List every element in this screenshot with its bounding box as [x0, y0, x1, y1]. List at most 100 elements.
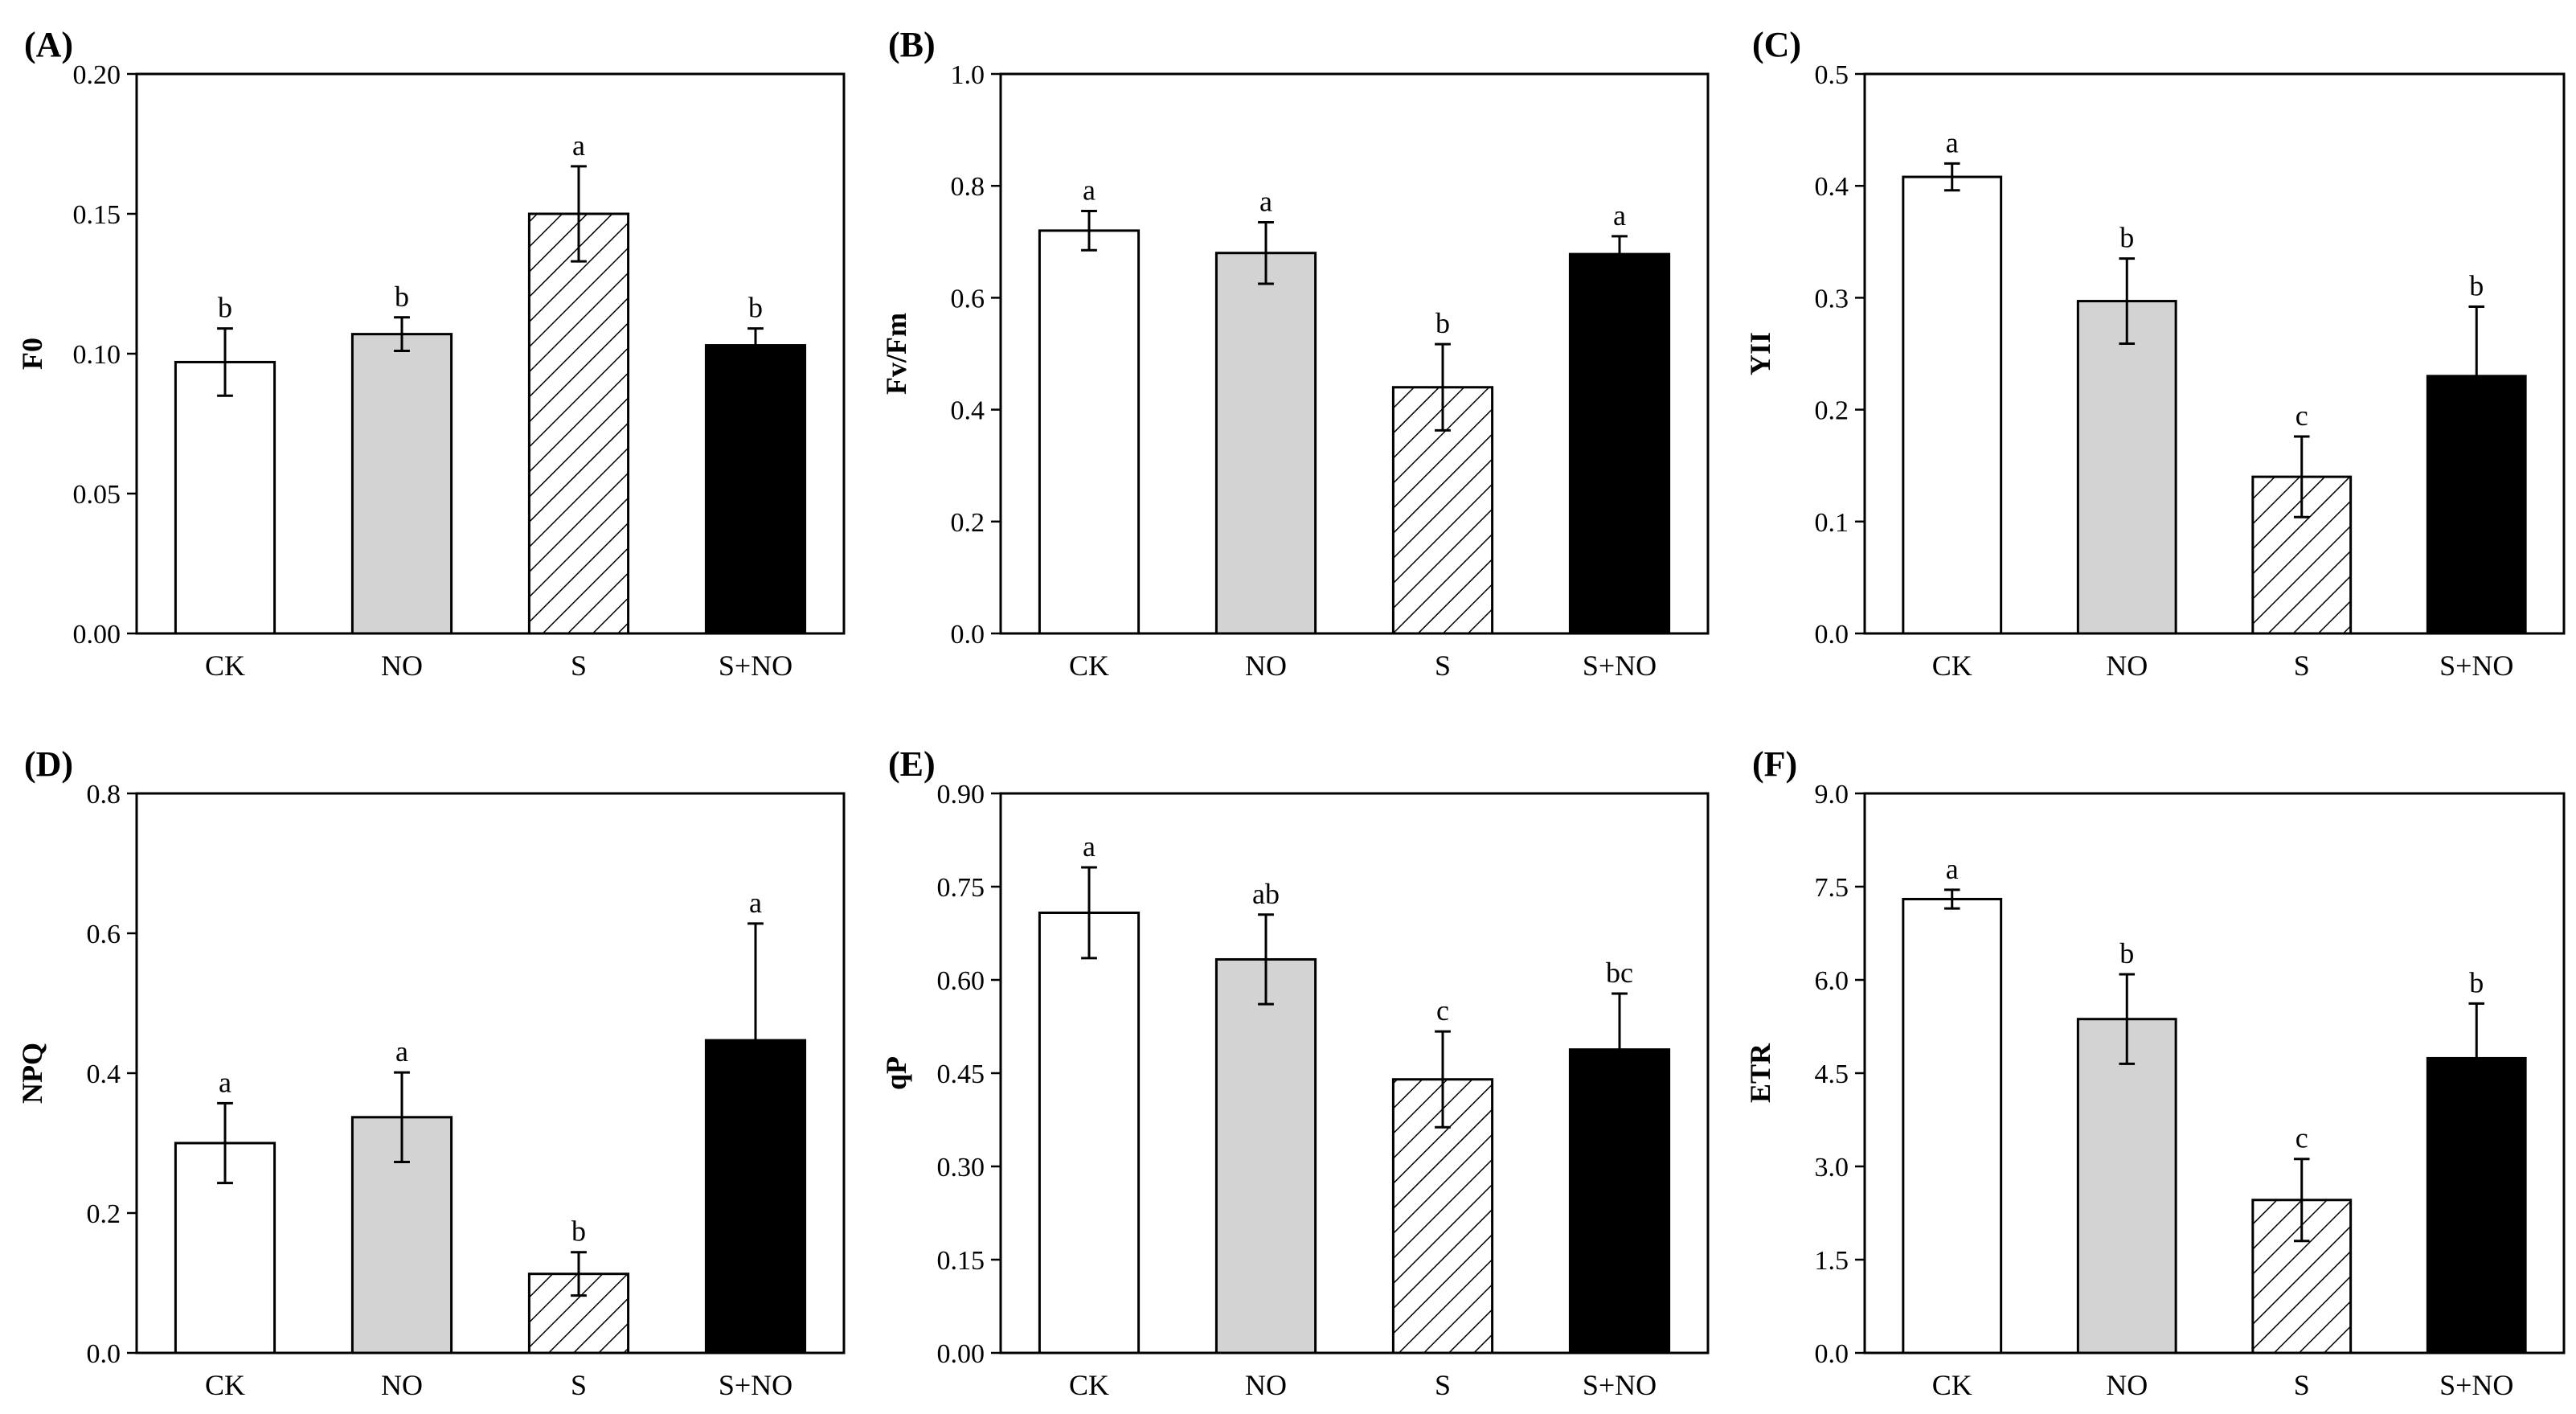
category-label-ck: CK — [1069, 650, 1109, 682]
error-bar-s-no — [1612, 992, 1628, 1107]
category-label-s-no: S+NO — [719, 650, 792, 682]
significance-label-s: a — [572, 129, 585, 162]
significance-label-ck: a — [1083, 830, 1096, 863]
error-bar-no — [394, 316, 410, 353]
error-bar-ck — [1081, 866, 1097, 960]
y-tick-label: 0.75 — [937, 873, 985, 903]
panel-label: (B) — [888, 25, 936, 64]
y-tick-label: 0.00 — [937, 1339, 985, 1369]
significance-label-s-no: b — [748, 292, 763, 324]
significance-label-s-no: bc — [1606, 957, 1633, 989]
y-tick-label: 0.6 — [951, 284, 985, 314]
bar-no — [350, 333, 453, 635]
y-tick-label: 1.0 — [951, 60, 985, 90]
panel-d: (D) NPQ 0.0 0.2 0.4 0.6 0.8 a CK a NO b Sa S+NO — [16, 744, 846, 1401]
error-bar-ck — [1081, 210, 1097, 252]
panel-label: (A) — [24, 25, 73, 64]
y-tick-label: 0.90 — [937, 780, 985, 809]
significance-label-no: b — [2119, 222, 2134, 254]
category-label-s-no: S+NO — [719, 1369, 792, 1401]
bar-s-no — [1568, 252, 1671, 635]
significance-label-no: b — [2119, 937, 2134, 969]
y-tick-label: 0.2 — [1815, 396, 1849, 426]
significance-label-s: c — [2295, 400, 2308, 432]
panel-e: (E) qP 0.00 0.15 0.30 0.45 0.60 0.75 0.90 a CK ab NO… — [880, 744, 1710, 1401]
significance-label-s-no: b — [2469, 270, 2484, 302]
error-bar-s — [571, 1251, 587, 1297]
category-label-ck: CK — [1932, 650, 1972, 682]
bar-ck — [1902, 897, 2003, 1355]
error-bar-s — [571, 165, 587, 263]
category-label-no: NO — [1245, 650, 1287, 682]
y-tick-label: 0.4 — [1815, 172, 1849, 202]
bar-no — [2076, 300, 2177, 635]
y-tick-label: 0.4 — [951, 396, 985, 426]
y-tick-label: 0.0 — [951, 620, 985, 650]
category-label-s: S — [1435, 1369, 1451, 1401]
category-label-ck: CK — [1932, 1369, 1972, 1401]
category-label-no: NO — [381, 1369, 423, 1401]
significance-label-no: a — [1259, 185, 1272, 217]
bar-ck — [174, 360, 276, 635]
category-label-ck: CK — [205, 1369, 245, 1401]
category-label-ck: CK — [1069, 1369, 1109, 1401]
y-tick-label: 0.2 — [87, 1199, 121, 1229]
y-tick-label: 0.0 — [87, 1339, 121, 1369]
error-bar-s-no — [2468, 1002, 2485, 1114]
category-label-no: NO — [1245, 1369, 1287, 1401]
panel-b: (B) Fv/Fm 0.0 0.2 0.4 0.6 0.8 1.0 a CK a NO b Sa S+NO — [880, 25, 1710, 682]
panel-a: (A) F0 0.00 0.05 0.10 0.15 0.20 b CK b NO a Sb S+NO — [16, 25, 846, 682]
bar-ck — [1902, 175, 2003, 635]
bar-ck — [1038, 229, 1141, 635]
y-tick-label: 7.5 — [1815, 873, 1849, 903]
y-axis-title: F0 — [16, 338, 48, 370]
y-tick-label: 0.60 — [937, 966, 985, 996]
category-label-s: S — [571, 650, 587, 682]
y-tick-label: 9.0 — [1815, 780, 1849, 809]
y-axis-title: YII — [1744, 332, 1776, 375]
y-tick-label: 1.5 — [1815, 1246, 1849, 1276]
panel-label: (F) — [1752, 744, 1797, 784]
y-tick-label: 0.4 — [87, 1059, 121, 1089]
category-label-no: NO — [2106, 650, 2148, 682]
significance-label-ck: a — [1946, 126, 1959, 158]
panel-label: (E) — [888, 744, 936, 784]
significance-label-ck: b — [218, 292, 232, 324]
plot-frame — [999, 72, 1710, 635]
y-tick-label: 6.0 — [1815, 966, 1849, 996]
significance-label-no: ab — [1252, 878, 1280, 910]
plot-frame — [135, 792, 846, 1355]
y-axis-title: ETR — [1744, 1043, 1776, 1103]
error-bar-s-no — [1612, 235, 1628, 273]
y-tick-label: 0.15 — [73, 200, 121, 230]
significance-label-ck: a — [219, 1066, 231, 1098]
bar-s — [2251, 475, 2353, 635]
error-bar-s-no — [747, 327, 764, 363]
category-label-s: S — [1435, 650, 1451, 682]
plot-frame — [1863, 792, 2566, 1355]
category-label-s-no: S+NO — [2439, 1369, 2513, 1401]
significance-label-s-no: b — [2469, 966, 2484, 998]
error-bar-s — [2293, 1158, 2310, 1243]
category-label-no: NO — [381, 650, 423, 682]
y-tick-label: 0.05 — [73, 480, 121, 510]
significance-label-s: c — [1436, 994, 1449, 1027]
y-axis-title: NPQ — [16, 1043, 48, 1104]
panel-label: (C) — [1752, 25, 1801, 64]
y-tick-label: 0.6 — [87, 920, 121, 949]
significance-label-no: a — [395, 1035, 408, 1068]
bar-no — [1214, 252, 1317, 635]
y-tick-label: 0.2 — [951, 508, 985, 538]
y-axis-title: Fv/Fm — [880, 313, 912, 395]
error-bar-ck — [217, 327, 233, 397]
significance-label-s: c — [2295, 1122, 2308, 1154]
panel-c: (C) YII 0.0 0.1 0.2 0.3 0.4 0.5 a CK b NO c Sb S+NO — [1744, 25, 2566, 682]
significance-label-s: b — [1435, 307, 1450, 339]
error-bar-s — [1435, 1030, 1451, 1129]
category-label-ck: CK — [205, 650, 245, 682]
y-tick-label: 4.5 — [1815, 1059, 1849, 1089]
error-bar-s — [2293, 435, 2310, 518]
y-axis-title: qP — [880, 1056, 912, 1090]
y-tick-label: 0.30 — [937, 1153, 985, 1182]
y-tick-label: 0.0 — [1815, 620, 1849, 650]
